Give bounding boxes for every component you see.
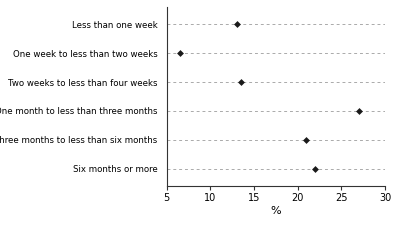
Point [238,80,244,84]
Point [312,167,318,171]
Point [233,22,240,26]
Point [177,51,183,55]
Point [356,109,362,113]
Point [303,138,310,142]
X-axis label: %: % [271,206,281,216]
